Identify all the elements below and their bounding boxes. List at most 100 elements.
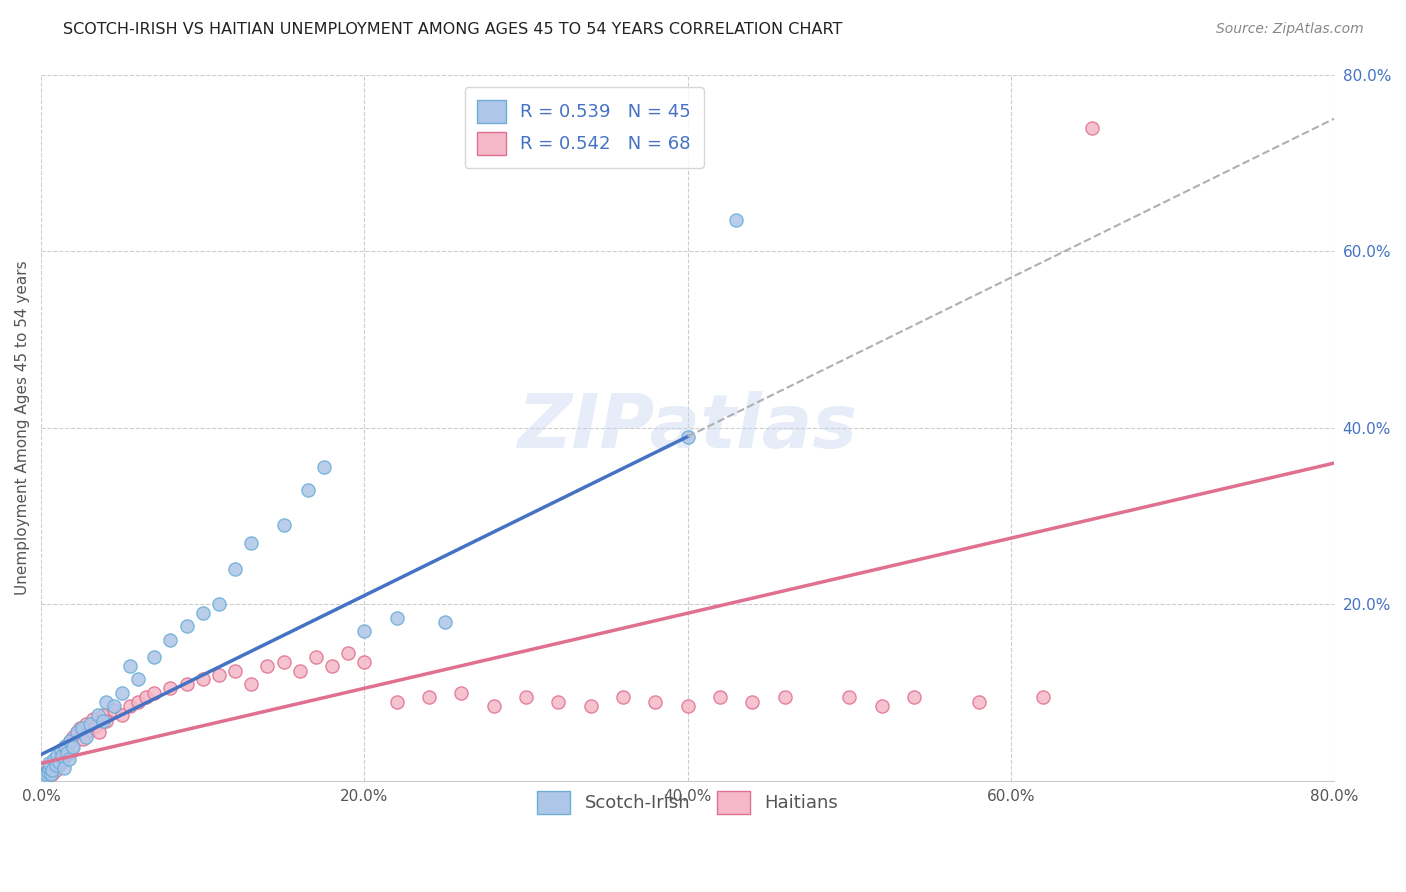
Point <box>59 734 82 748</box>
Point <box>240 535 263 549</box>
Point <box>38 761 60 775</box>
Point <box>41 764 63 778</box>
Point <box>579 698 602 713</box>
Point <box>135 690 157 705</box>
Point <box>676 698 699 713</box>
Point <box>127 673 149 687</box>
Point <box>56 739 79 753</box>
Point <box>143 686 166 700</box>
Point <box>70 721 93 735</box>
Point <box>127 694 149 708</box>
Point <box>741 694 763 708</box>
Point <box>46 752 69 766</box>
Point <box>297 483 319 497</box>
Point <box>111 686 134 700</box>
Point <box>103 698 125 713</box>
Point <box>725 213 748 227</box>
Point <box>547 694 569 708</box>
Point <box>79 723 101 737</box>
Point <box>75 716 97 731</box>
Point <box>176 677 198 691</box>
Point <box>34 767 56 781</box>
Point <box>49 743 72 757</box>
Point <box>191 606 214 620</box>
Point <box>644 694 666 708</box>
Point <box>312 460 335 475</box>
Point <box>305 650 328 665</box>
Point <box>45 758 67 772</box>
Point <box>903 690 925 705</box>
Point <box>288 664 311 678</box>
Point <box>515 690 537 705</box>
Point <box>418 690 440 705</box>
Point <box>58 746 80 760</box>
Point <box>59 734 82 748</box>
Point <box>91 707 114 722</box>
Point <box>53 739 76 753</box>
Point <box>60 740 83 755</box>
Point <box>1032 690 1054 705</box>
Point <box>240 677 263 691</box>
Point <box>41 767 63 781</box>
Point <box>273 517 295 532</box>
Point <box>91 714 114 728</box>
Point <box>34 770 56 784</box>
Point <box>39 758 62 772</box>
Point <box>111 707 134 722</box>
Point <box>709 690 731 705</box>
Text: SCOTCH-IRISH VS HAITIAN UNEMPLOYMENT AMONG AGES 45 TO 54 YEARS CORRELATION CHART: SCOTCH-IRISH VS HAITIAN UNEMPLOYMENT AMO… <box>63 22 842 37</box>
Point <box>84 719 107 733</box>
Y-axis label: Unemployment Among Ages 45 to 54 years: Unemployment Among Ages 45 to 54 years <box>15 260 30 595</box>
Point <box>39 767 62 781</box>
Point <box>273 655 295 669</box>
Point <box>86 707 108 722</box>
Point <box>35 765 58 780</box>
Point <box>94 714 117 728</box>
Point <box>256 659 278 673</box>
Point <box>45 764 67 778</box>
Point <box>103 703 125 717</box>
Point <box>62 730 84 744</box>
Point <box>191 673 214 687</box>
Point <box>773 690 796 705</box>
Point <box>385 610 408 624</box>
Point <box>38 756 60 771</box>
Point <box>353 655 375 669</box>
Point <box>224 664 246 678</box>
Point <box>353 624 375 638</box>
Point <box>48 758 70 772</box>
Point <box>51 755 73 769</box>
Point <box>208 598 231 612</box>
Point <box>118 698 141 713</box>
Point <box>49 747 72 762</box>
Point <box>66 725 89 739</box>
Point <box>118 659 141 673</box>
Point <box>46 747 69 762</box>
Point <box>42 756 65 771</box>
Text: Source: ZipAtlas.com: Source: ZipAtlas.com <box>1216 22 1364 37</box>
Point <box>434 615 457 629</box>
Point <box>89 725 111 739</box>
Point <box>482 698 505 713</box>
Point <box>37 764 59 778</box>
Point <box>967 694 990 708</box>
Point <box>176 619 198 633</box>
Point <box>676 429 699 443</box>
Point <box>159 632 181 647</box>
Point <box>56 746 79 760</box>
Point <box>53 749 76 764</box>
Point <box>612 690 634 705</box>
Point <box>42 752 65 766</box>
Point <box>31 770 53 784</box>
Point <box>450 686 472 700</box>
Point <box>79 716 101 731</box>
Point <box>321 659 343 673</box>
Point <box>52 761 75 775</box>
Point <box>337 646 360 660</box>
Point <box>51 749 73 764</box>
Point <box>385 694 408 708</box>
Point <box>37 765 59 780</box>
Point <box>224 562 246 576</box>
Point <box>208 668 231 682</box>
Point <box>58 752 80 766</box>
